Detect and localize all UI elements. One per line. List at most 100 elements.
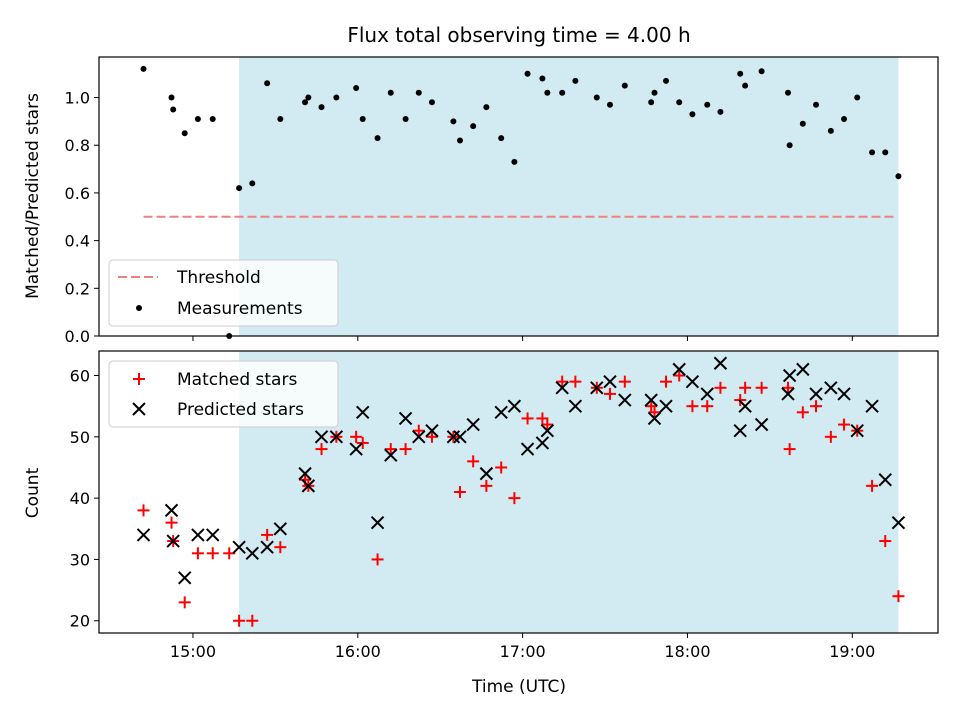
predicted-star-point (329, 430, 344, 444)
matched-star-point (879, 535, 892, 548)
measurement-point (333, 94, 340, 101)
matched-star-point (660, 375, 673, 388)
measurement-point (827, 127, 834, 134)
predicted-star-point (555, 381, 569, 395)
measurement-point (742, 82, 749, 89)
predicted-star-point (301, 479, 316, 493)
measurement-point (689, 111, 696, 118)
measurement-point (456, 137, 463, 144)
predicted-star-point (700, 387, 714, 401)
matched-star-point (648, 406, 661, 419)
measurement-point (359, 116, 366, 122)
legend-predicted-swatch (132, 402, 146, 416)
xtick-label: 18:00 (664, 642, 710, 661)
predicted-star-point (733, 423, 747, 438)
predicted-star-point (178, 571, 192, 585)
measurement-point (353, 85, 360, 91)
measurement-point (140, 65, 147, 72)
matched-star-point (686, 400, 699, 413)
matched-star-point (261, 528, 274, 541)
bottom-legend: Matched stars Predicted stars (108, 360, 339, 428)
matched-star-point (810, 400, 823, 413)
matched-star-point (645, 400, 658, 413)
predicted-star-point (644, 393, 658, 407)
bottom-legend-box (108, 360, 339, 428)
measurement-point (302, 99, 309, 106)
bottom-ytick-label: 50 (70, 428, 90, 447)
matched-star-point (508, 492, 521, 505)
predicted-star-point (314, 430, 329, 444)
measurement-point (559, 89, 566, 96)
predicted-star-point (738, 399, 752, 413)
predicted-star-point (425, 423, 439, 438)
predicted-star-point (672, 362, 686, 377)
bottom-ytick-label: 40 (70, 489, 90, 508)
measurement-point (648, 99, 655, 106)
predicted-star-point (206, 528, 220, 542)
predicted-star-point (298, 466, 312, 481)
predicted-star-point (349, 442, 363, 456)
predicted-star-point (850, 423, 864, 438)
measurement-point (194, 116, 201, 122)
matched-star-point (399, 443, 412, 456)
legend-measurements-swatch (136, 305, 142, 311)
measurement-point (841, 116, 848, 122)
predicted-star-point (782, 368, 797, 383)
measurement-point (374, 135, 381, 142)
bottom-ytick-label: 30 (70, 550, 90, 569)
xtick-label: 19:00 (829, 642, 875, 661)
matched-star-point (796, 406, 809, 419)
measurement-point (511, 158, 518, 165)
bottom-axes-frame (98, 350, 939, 634)
predicted-star-point (796, 362, 810, 377)
measurement-point (621, 82, 628, 89)
predicted-star-point (273, 522, 288, 536)
top-ytick-label: 0.8 (65, 136, 90, 155)
measurement-point (704, 101, 711, 108)
bottom-ytick-label: 20 (70, 612, 90, 631)
matched-star-point (223, 547, 236, 560)
legend-measurements-label: Measurements (177, 299, 303, 319)
predicted-star-point (781, 387, 795, 401)
measurement-point (882, 149, 889, 156)
legend-threshold-label: Threshold (176, 268, 261, 288)
matched-star-point (467, 455, 480, 468)
measurement-point (450, 118, 457, 125)
measurement-point (498, 135, 505, 142)
predicted-star-point (685, 374, 700, 389)
predicted-star-point (603, 374, 617, 389)
measurement-point (786, 142, 793, 149)
measurement-point (676, 99, 683, 106)
xtick-label: 15:00 (170, 642, 216, 661)
matched-star-point (556, 375, 569, 388)
predicted-star-point (647, 411, 662, 426)
measurement-point (799, 120, 806, 127)
top-ylabel: Matched/Predicted stars (23, 93, 43, 299)
top-plot: 0.0 0.2 0.4 0.6 0.8 1.0 Threshold Measurements (65, 56, 939, 346)
measurement-point (785, 89, 792, 96)
measurement-point (470, 123, 477, 130)
measurement-point (737, 70, 744, 77)
top-ytick-label: 0.6 (65, 184, 90, 203)
measurement-point (606, 101, 613, 108)
predicted-star-point (590, 381, 604, 395)
predicted-star-point (245, 546, 260, 561)
matched-star-point (191, 547, 204, 560)
matched-star-point (541, 418, 554, 431)
predicted-star-point (878, 473, 892, 487)
measurement-point (209, 116, 216, 122)
xtick-label: 17:00 (500, 642, 546, 661)
predicted-star-point (837, 387, 851, 401)
predicted-star-point (412, 430, 426, 444)
top-ytick-label: 1.0 (65, 89, 90, 108)
measurement-point (717, 108, 724, 115)
matched-star-point (274, 541, 287, 554)
measurement-point (305, 94, 312, 101)
xlabel: Time (UTC) (471, 677, 566, 697)
matched-star-point (178, 596, 191, 609)
matched-star-point (425, 430, 438, 443)
legend-predicted-label: Predicted stars (177, 400, 304, 420)
predicted-star-point (618, 393, 632, 407)
matched-star-point (165, 516, 178, 529)
